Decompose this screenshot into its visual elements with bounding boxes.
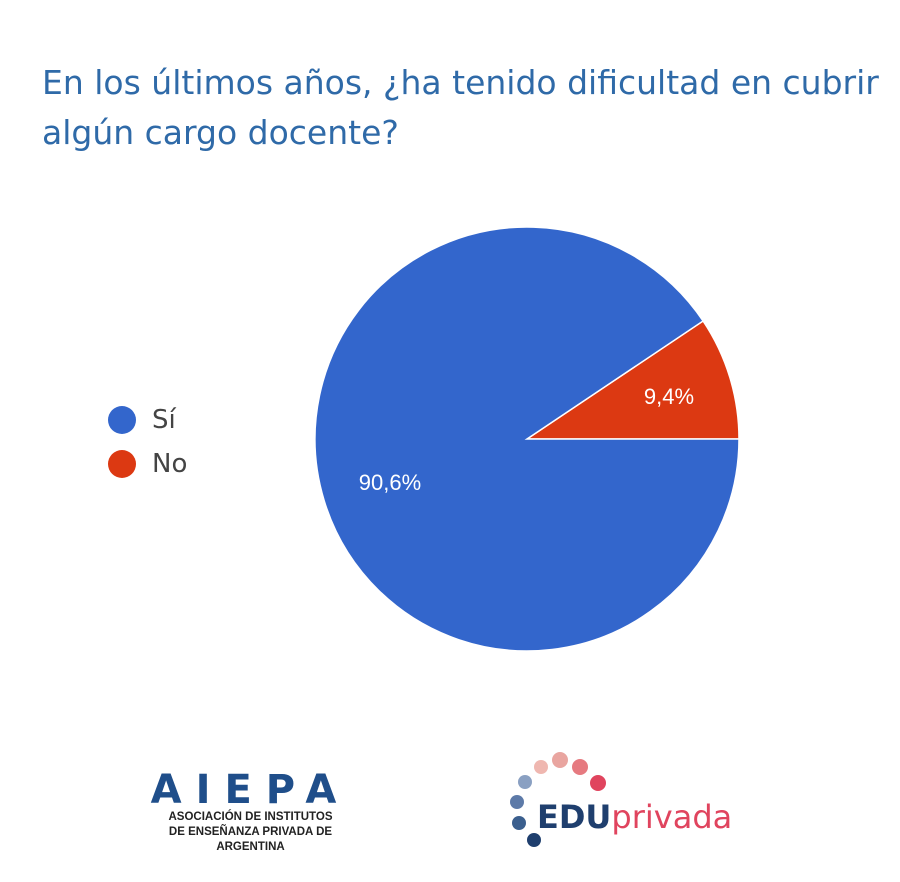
legend-label: No (152, 449, 188, 479)
aiepa-mark: AIEPA (150, 767, 351, 813)
aiepa-line1: ASOCIACIÓN DE INSTITUTOS (168, 811, 333, 823)
eduprivada-logo: EDUprivada (505, 750, 745, 850)
legend-label: Sí (152, 405, 176, 435)
legend-item-si[interactable]: Sí (108, 398, 187, 442)
pie-slice-si[interactable] (314, 226, 740, 652)
chart-title: En los últimos años, ¿ha tenido dificult… (42, 63, 879, 152)
dots-arc-icon (510, 752, 606, 847)
legend-swatch-no (108, 450, 136, 478)
privada-text: privada (611, 798, 733, 836)
legend-swatch-si (108, 406, 136, 434)
data-label-si: 90,6% (359, 470, 421, 495)
aiepa-logo: AIEPA ASOCIACIÓN DE INSTITUTOS DE ENSEÑA… (138, 770, 363, 855)
legend: Sí No (108, 398, 187, 486)
aiepa-line2: DE ENSEÑANZA PRIVADA DE ARGENTINA (168, 826, 333, 853)
pie-slice-no[interactable] (524, 319, 740, 440)
legend-item-no[interactable]: No (108, 442, 187, 486)
data-label-no: 9,4% (644, 384, 694, 409)
edu-text: EDU (537, 798, 612, 836)
eduprivada-wordmark: EDUprivada (537, 798, 732, 836)
